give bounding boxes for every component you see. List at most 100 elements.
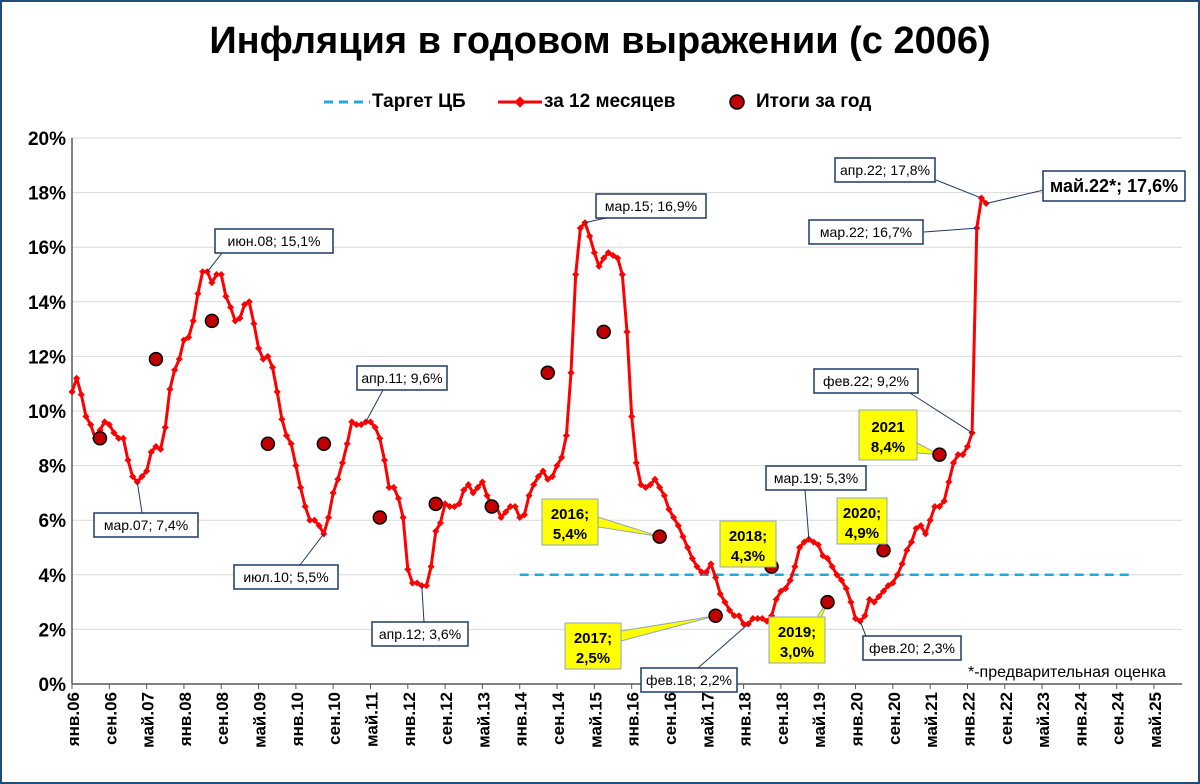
series-point-yoy bbox=[642, 483, 650, 491]
series-point-yoy bbox=[609, 251, 617, 259]
series-point-yoy bbox=[576, 224, 584, 232]
callout-leader bbox=[697, 623, 749, 669]
year-callout-line1: 2017; bbox=[574, 630, 612, 647]
series-point-yoy bbox=[865, 595, 874, 603]
callout-label: апр.12; 3,6% bbox=[379, 626, 461, 642]
legend-yoy-swatch bbox=[498, 96, 542, 108]
series-point-yoy bbox=[786, 576, 794, 584]
callout-box bbox=[595, 193, 707, 219]
series-point-yoy bbox=[315, 522, 323, 530]
year-callout-box bbox=[719, 520, 777, 568]
series-point-yoy bbox=[334, 475, 342, 483]
series-point-yoy bbox=[119, 434, 127, 442]
callout-box bbox=[640, 667, 738, 693]
y-tick-label: 8% bbox=[39, 457, 67, 478]
series-point-yoy bbox=[656, 483, 664, 491]
series-point-yoy bbox=[324, 513, 333, 522]
series-point-yoy bbox=[838, 576, 846, 584]
series-point-yoy bbox=[595, 262, 603, 270]
series-point-yoy bbox=[432, 527, 440, 535]
year-callout-box bbox=[836, 497, 888, 545]
callout-leader bbox=[299, 533, 325, 566]
series-point-yoy bbox=[567, 369, 575, 377]
series-point-yoy bbox=[87, 421, 95, 429]
annual-marker bbox=[708, 608, 723, 623]
callout-box bbox=[834, 157, 936, 183]
series-point-yoy bbox=[530, 481, 538, 489]
y-tick-label: 12% bbox=[28, 347, 66, 368]
x-tick-label: янв.08 bbox=[176, 692, 195, 747]
x-tick-label: сен.10 bbox=[325, 692, 344, 745]
series-point-yoy bbox=[548, 472, 556, 481]
series-point-yoy bbox=[632, 459, 640, 467]
series-point-yoy bbox=[730, 612, 738, 620]
x-tick-label: янв.06 bbox=[64, 692, 83, 747]
series-point-yoy bbox=[348, 418, 356, 426]
series-point-yoy bbox=[506, 503, 514, 511]
legend-label-annual: Итоги за год bbox=[756, 91, 872, 112]
series-point-yoy bbox=[166, 385, 174, 393]
year-callout-box bbox=[858, 409, 918, 461]
annual-marker bbox=[148, 351, 164, 367]
year-callout-line2: 2,5% bbox=[576, 650, 610, 667]
year-callout-line1: 2016; bbox=[551, 506, 589, 523]
series-point-yoy bbox=[628, 412, 636, 420]
series-point-yoy bbox=[474, 483, 482, 491]
series-point-yoy bbox=[572, 270, 580, 279]
series-point-yoy bbox=[185, 333, 193, 341]
series-point-yoy bbox=[105, 421, 113, 429]
series-point-yoy bbox=[245, 298, 253, 306]
y-tick-label: 6% bbox=[39, 511, 67, 532]
x-tick-label: май.21 bbox=[922, 692, 941, 748]
series-point-yoy bbox=[171, 366, 179, 374]
series-point-yoy bbox=[278, 415, 286, 423]
callout-leader bbox=[136, 481, 143, 514]
legend-label-target: Таргет ЦБ bbox=[372, 91, 466, 112]
series-point-yoy bbox=[604, 249, 612, 257]
series-point-yoy bbox=[693, 563, 701, 571]
series-point-yoy bbox=[954, 451, 962, 459]
series-point-yoy bbox=[343, 440, 351, 448]
annual-marker bbox=[92, 431, 108, 446]
x-tick-label: май.09 bbox=[251, 692, 270, 748]
series-point-yoy bbox=[436, 519, 444, 527]
x-tick-label: май.07 bbox=[139, 692, 158, 748]
callout-box bbox=[214, 228, 334, 254]
year-callout-line2: 5,4% bbox=[553, 526, 587, 543]
series-point-yoy bbox=[180, 336, 188, 344]
callout-label: апр.22; 17,8% bbox=[840, 162, 930, 178]
series-point-yoy bbox=[646, 481, 654, 489]
series-point-yoy bbox=[199, 268, 207, 276]
x-tick-label: май.15 bbox=[586, 692, 605, 748]
series-point-yoy bbox=[847, 598, 855, 606]
y-tick-label: 2% bbox=[39, 620, 67, 641]
series-point-yoy bbox=[586, 232, 594, 240]
series-point-yoy bbox=[553, 462, 561, 470]
series-point-yoy bbox=[413, 579, 421, 587]
callout-leader bbox=[935, 179, 982, 199]
series-point-yoy bbox=[222, 292, 230, 300]
annual-marker bbox=[540, 365, 555, 381]
series-point-yoy bbox=[870, 598, 878, 606]
year-callout-line2: 8,4% bbox=[871, 439, 905, 456]
year-callout-box bbox=[768, 616, 826, 664]
series-point-yoy bbox=[273, 388, 281, 396]
x-tick-label: май.17 bbox=[698, 692, 717, 748]
series-point-yoy bbox=[390, 483, 398, 491]
x-tick-label: май.23 bbox=[1034, 692, 1053, 748]
series-point-yoy bbox=[534, 472, 542, 481]
series-point-yoy bbox=[208, 279, 216, 287]
series-point-yoy bbox=[408, 579, 416, 587]
series-point-yoy bbox=[194, 290, 202, 298]
series-point-yoy bbox=[824, 554, 832, 562]
series-point-yoy bbox=[301, 503, 309, 511]
callout-leader bbox=[584, 217, 607, 224]
series-point-yoy bbox=[82, 412, 90, 420]
callout-leader bbox=[206, 252, 223, 273]
callout-label: фев.22; 9,2% bbox=[823, 373, 909, 389]
callout-leader bbox=[421, 585, 425, 623]
series-point-yoy bbox=[898, 560, 906, 568]
y-tick-label: 18% bbox=[28, 184, 66, 205]
series-point-yoy bbox=[889, 579, 897, 587]
